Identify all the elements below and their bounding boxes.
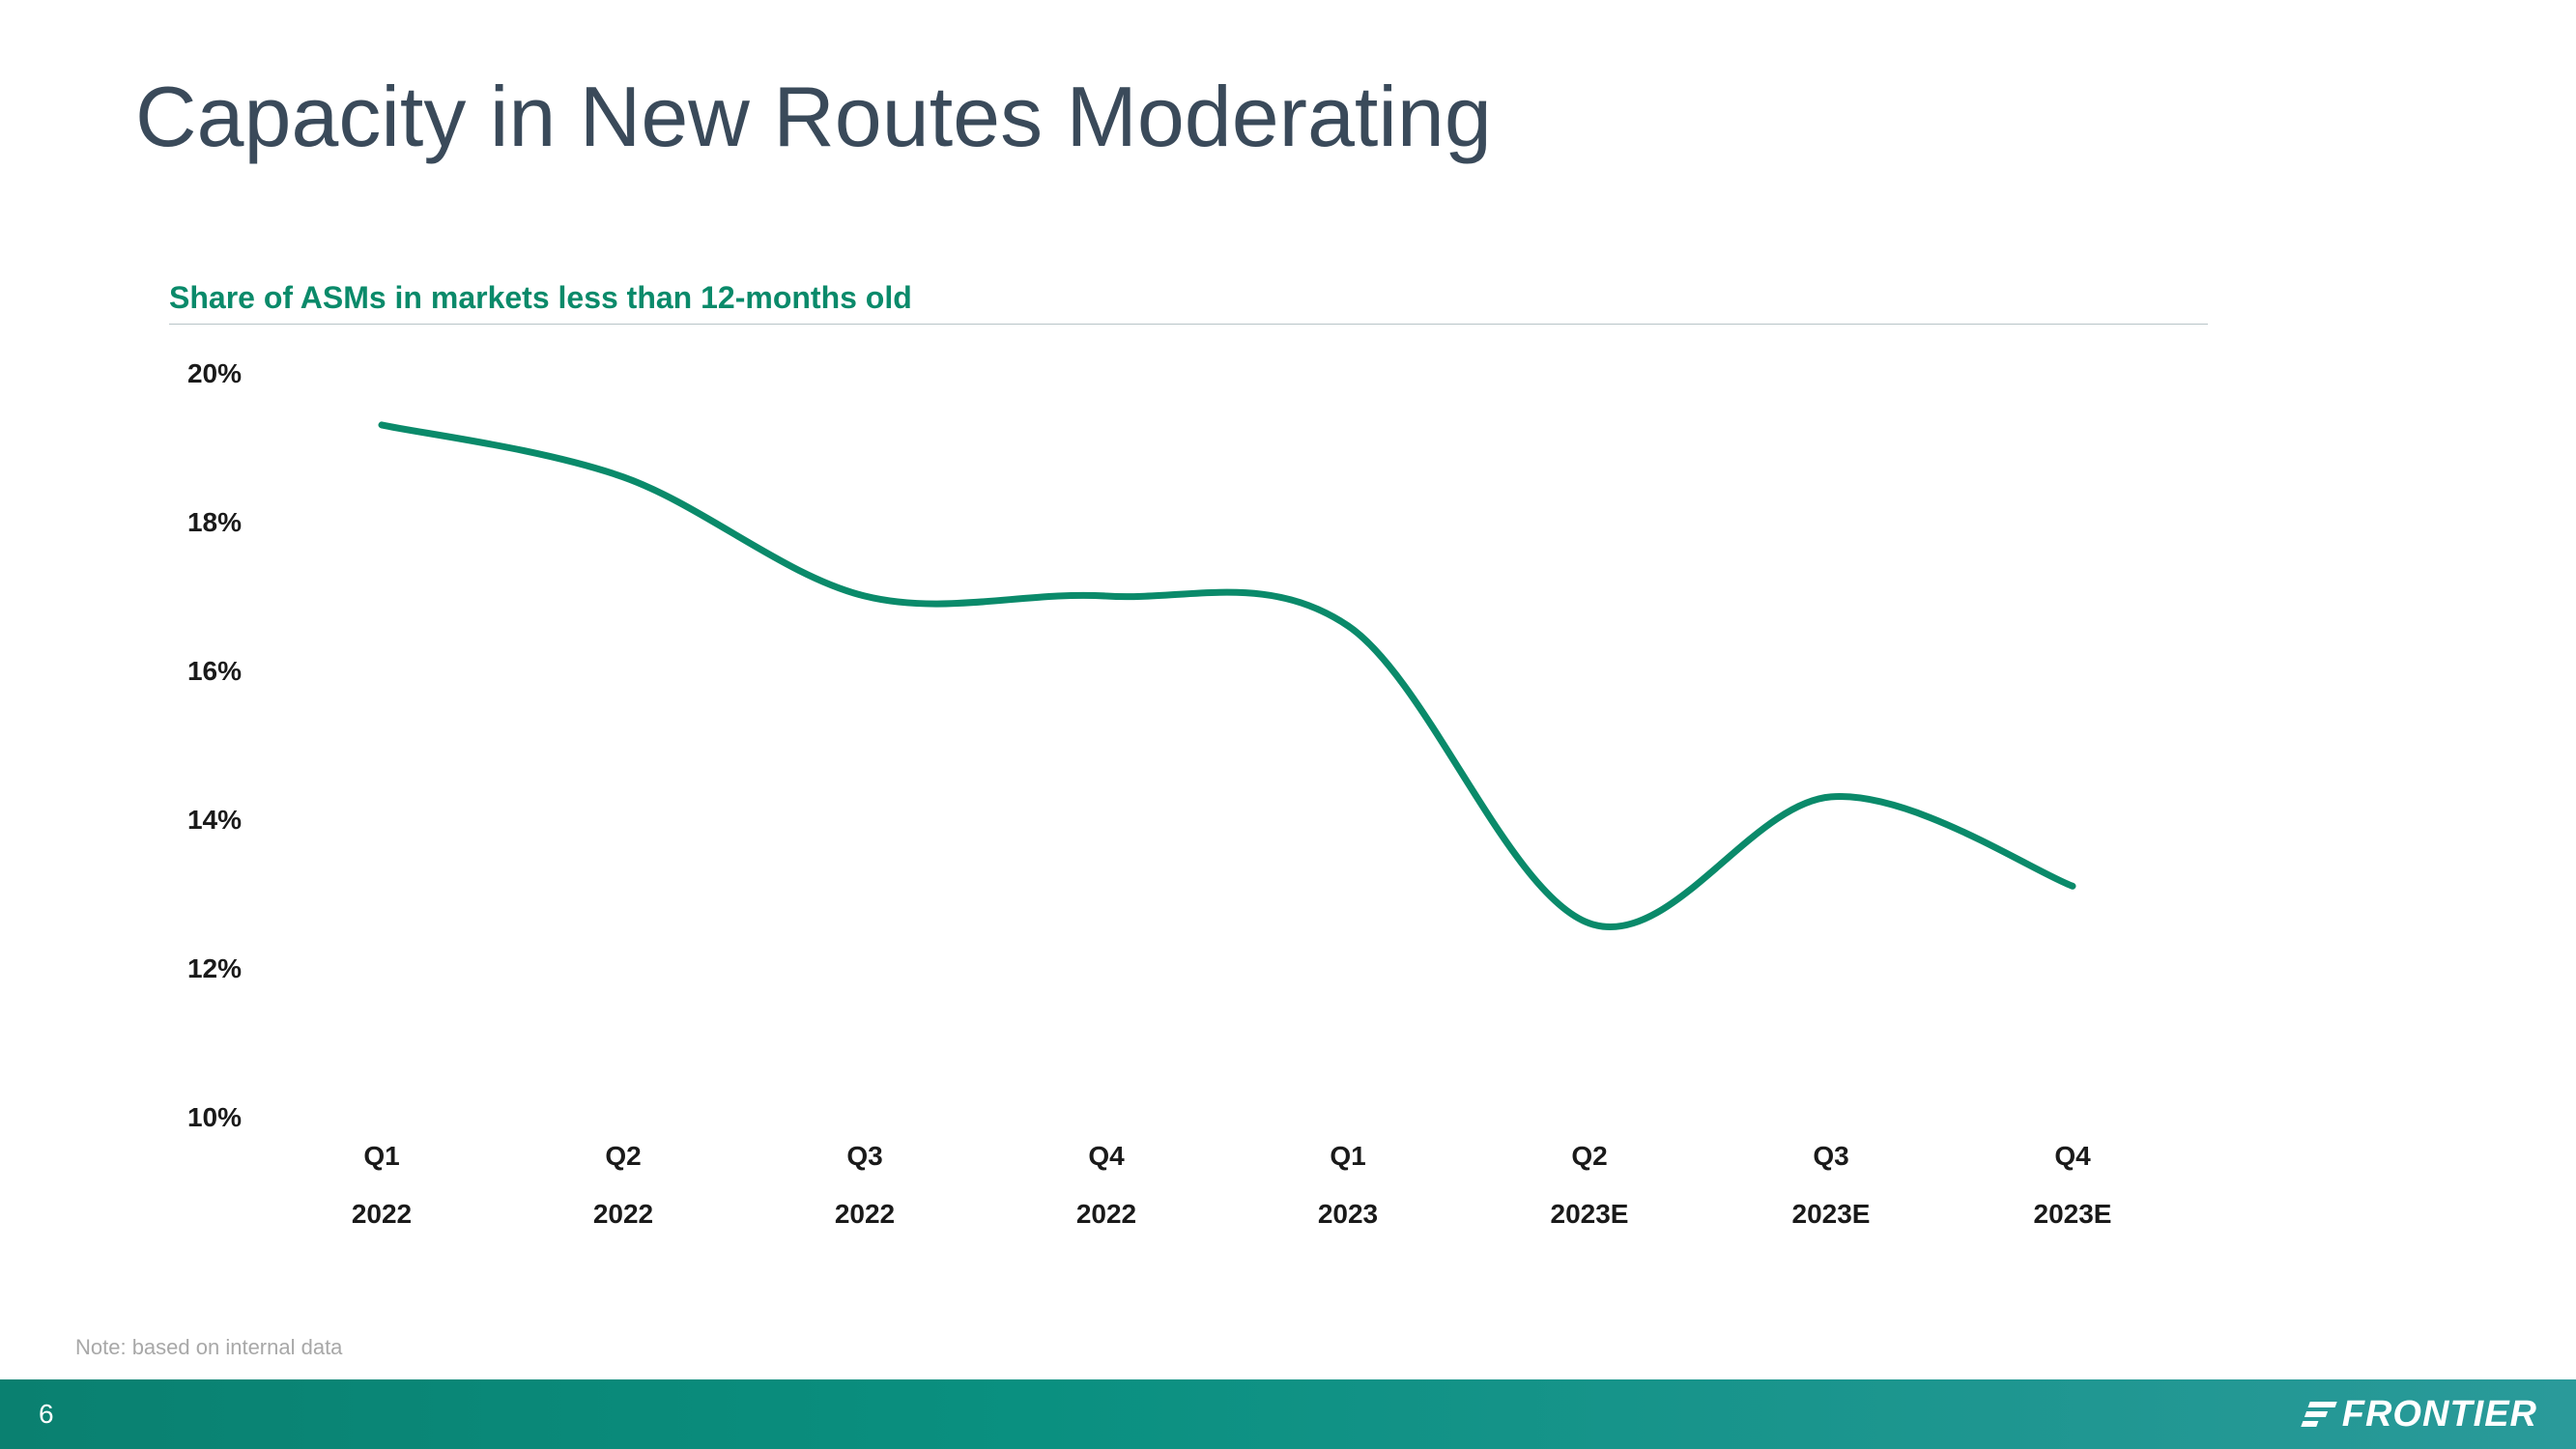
y-tick-label: 12% <box>187 953 242 983</box>
logo-bars-icon <box>2301 1402 2336 1427</box>
x-tick-year: 2023E <box>1551 1199 1629 1229</box>
x-tick-quarter: Q4 <box>1088 1141 1125 1171</box>
x-tick-quarter: Q2 <box>605 1141 641 1171</box>
x-tick-quarter: Q2 <box>1571 1141 1607 1171</box>
page-number: 6 <box>39 1399 54 1430</box>
x-tick-year: 2022 <box>835 1199 895 1229</box>
x-tick-year: 2022 <box>593 1199 653 1229</box>
line-chart: 10% 12% 14% 16% 18% 20% Q1 2022 Q2 2022 Q3 2022 Q4 20… <box>169 354 2208 1305</box>
x-tick-quarter: Q1 <box>363 1141 399 1171</box>
y-tick-label: 16% <box>187 656 242 686</box>
x-tick-year: 2023E <box>1792 1199 1871 1229</box>
brand-text: FRONTIER <box>2342 1394 2537 1435</box>
y-tick-label: 18% <box>187 507 242 537</box>
slide: Capacity in New Routes Moderating Share … <box>0 0 2576 1449</box>
footnote: Note: based on internal data <box>75 1335 342 1360</box>
x-tick-quarter: Q3 <box>846 1141 882 1171</box>
brand-logo: FRONTIER <box>2305 1394 2537 1435</box>
chart-subtitle: Share of ASMs in markets less than 12-mo… <box>169 280 2208 325</box>
x-tick-quarter: Q1 <box>1330 1141 1365 1171</box>
x-tick-quarter: Q3 <box>1813 1141 1848 1171</box>
x-tick-year: 2022 <box>352 1199 412 1229</box>
x-tick-year: 2023 <box>1318 1199 1378 1229</box>
footer-bar: 6 FRONTIER <box>0 1379 2576 1449</box>
chart-svg: 10% 12% 14% 16% 18% 20% Q1 2022 Q2 2022 Q3 2022 Q4 20… <box>169 354 2208 1300</box>
x-tick-year: 2022 <box>1076 1199 1136 1229</box>
x-tick-year: 2023E <box>2034 1199 2112 1229</box>
page-title: Capacity in New Routes Moderating <box>135 68 1492 166</box>
y-tick-label: 10% <box>187 1102 242 1132</box>
data-line <box>382 425 2073 927</box>
x-tick-quarter: Q4 <box>2054 1141 2091 1171</box>
y-tick-label: 14% <box>187 805 242 835</box>
y-tick-label: 20% <box>187 358 242 388</box>
chart-container: Share of ASMs in markets less than 12-mo… <box>169 280 2208 1305</box>
